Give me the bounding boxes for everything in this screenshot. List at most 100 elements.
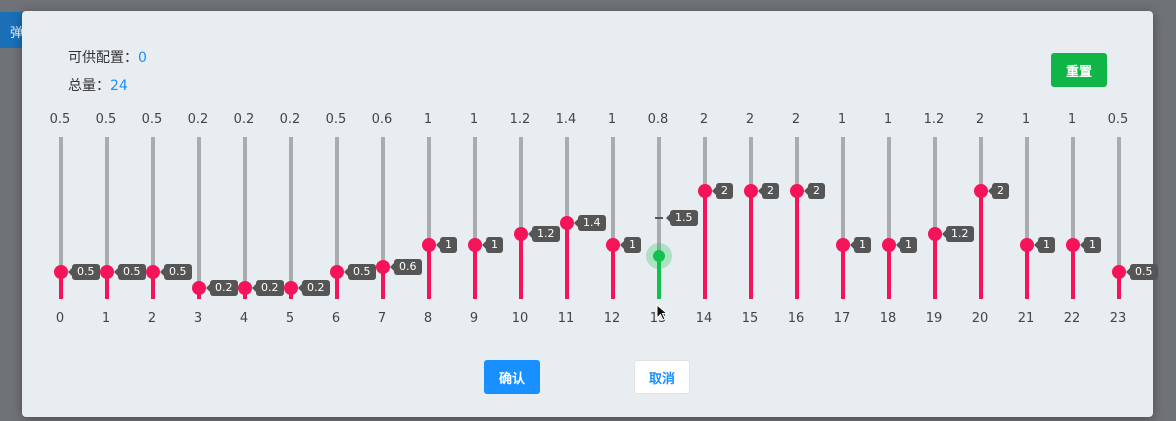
hour-slider-22[interactable]: 1 1 22 (1049, 11, 1101, 417)
slider-handle[interactable] (1020, 238, 1034, 252)
slider-rail[interactable] (1071, 137, 1075, 299)
slider-handle[interactable] (882, 238, 896, 252)
hour-slider-3[interactable]: 0.2 0.2 3 (175, 11, 238, 417)
hour-slider-8[interactable]: 1 1 8 (405, 11, 457, 417)
slider-handle[interactable] (146, 265, 160, 279)
total-value: 24 (110, 78, 128, 94)
slider-max-label: 1.2 (509, 112, 531, 127)
hour-slider-12[interactable]: 1 1 12 (589, 11, 641, 417)
slider-rail[interactable] (611, 137, 615, 299)
slider-max-label: 0.5 (95, 112, 117, 127)
slider-max-label: 2 (975, 112, 985, 127)
slider-handle[interactable] (790, 184, 804, 198)
hour-slider-7[interactable]: 0.6 0.6 7 (359, 11, 422, 417)
slider-rail[interactable] (151, 137, 155, 299)
slider-value-tooltip: 0.6 (390, 259, 422, 275)
slider-rail[interactable] (335, 137, 339, 299)
slider-handle[interactable] (653, 250, 665, 262)
slider-value-tooltip: 1 (850, 237, 871, 253)
hour-slider-17[interactable]: 1 1 17 (819, 11, 871, 417)
slider-handle[interactable] (330, 265, 344, 279)
slider-handle[interactable] (54, 265, 68, 279)
slider-handle[interactable] (192, 281, 206, 295)
slider-handle[interactable] (100, 265, 114, 279)
slider-max-label: 2 (791, 112, 801, 127)
hour-slider-23[interactable]: 0.5 0.5 23 (1095, 11, 1158, 417)
slider-handle[interactable] (744, 184, 758, 198)
hour-slider-0[interactable]: 0.5 0.5 0 (37, 11, 100, 417)
slider-handle[interactable] (376, 260, 390, 274)
slider-rail[interactable] (1025, 137, 1029, 299)
slider-handle[interactable] (974, 184, 988, 198)
slider-rail[interactable] (243, 137, 247, 299)
slider-handle[interactable] (698, 184, 712, 198)
hour-slider-14[interactable]: 2 2 14 (681, 11, 733, 417)
hour-slider-19[interactable]: 1.2 1.2 19 (911, 11, 974, 417)
hour-slider-21[interactable]: 1 1 21 (1003, 11, 1055, 417)
slider-track (1071, 245, 1075, 299)
hour-slider-16[interactable]: 2 2 16 (773, 11, 825, 417)
available-value: 0 (138, 50, 147, 66)
slider-value-tooltip: 1.2 (528, 226, 560, 242)
slider-handle[interactable] (468, 238, 482, 252)
slider-hour-label: 21 (1017, 311, 1035, 326)
hour-slider-6[interactable]: 0.5 0.5 6 (313, 11, 376, 417)
confirm-button[interactable]: 确认 (484, 360, 540, 394)
slider-rail[interactable] (841, 137, 845, 299)
slider-rail[interactable] (519, 137, 523, 299)
slider-rail[interactable] (197, 137, 201, 299)
hour-slider-4[interactable]: 0.2 0.2 4 (221, 11, 284, 417)
reset-button[interactable]: 重置 (1051, 53, 1107, 87)
slider-handle[interactable] (1066, 238, 1080, 252)
cancel-button[interactable]: 取消 (634, 360, 690, 394)
slider-max-label: 0.5 (49, 112, 71, 127)
slider-handle[interactable] (284, 281, 298, 295)
slider-handle[interactable] (514, 227, 528, 241)
slider-max-label: 1 (469, 112, 479, 127)
hour-slider-15[interactable]: 2 2 15 (727, 11, 779, 417)
total-info: 总量：24 (68, 75, 128, 95)
hour-slider-11[interactable]: 1.4 1.4 11 (543, 11, 606, 417)
slider-rail[interactable] (1117, 137, 1121, 299)
slider-rail[interactable] (887, 137, 891, 299)
hour-slider-10[interactable]: 1.2 1.2 10 (497, 11, 560, 417)
slider-hour-label: 23 (1109, 311, 1127, 326)
slider-handle[interactable] (606, 238, 620, 252)
slider-max-label: 1 (883, 112, 893, 127)
hour-slider-1[interactable]: 0.5 0.5 1 (83, 11, 146, 417)
slider-handle[interactable] (836, 238, 850, 252)
slider-value-tooltip: 1 (482, 237, 503, 253)
slider-value-tooltip: 1 (620, 237, 641, 253)
hour-slider-13[interactable]: 0.8 1.5 13 (635, 11, 698, 417)
slider-handle[interactable] (422, 238, 436, 252)
slider-rail[interactable] (105, 137, 109, 299)
slider-max-label: 0.5 (325, 112, 347, 127)
slider-track (59, 272, 63, 299)
hour-slider-18[interactable]: 1 1 18 (865, 11, 917, 417)
hour-slider-9[interactable]: 1 1 9 (451, 11, 503, 417)
hour-slider-5[interactable]: 0.2 0.2 5 (267, 11, 330, 417)
slider-rail[interactable] (427, 137, 431, 299)
hour-slider-2[interactable]: 0.5 0.5 2 (129, 11, 192, 417)
slider-handle[interactable] (1112, 265, 1126, 279)
slider-handle[interactable] (238, 281, 252, 295)
slider-hour-label: 3 (193, 311, 203, 326)
slider-rail[interactable] (933, 137, 937, 299)
slider-rail[interactable] (473, 137, 477, 299)
slider-value-tooltip: 1 (436, 237, 457, 253)
slider-track (933, 234, 937, 299)
slider-track (1025, 245, 1029, 299)
slider-rail[interactable] (381, 137, 385, 299)
slider-rail[interactable] (59, 137, 63, 299)
slider-rail[interactable] (289, 137, 293, 299)
slider-handle[interactable] (560, 216, 574, 230)
slider-value-tooltip: 0.2 (206, 280, 238, 296)
slider-max-label: 1 (837, 112, 847, 127)
slider-max-label: 1 (1067, 112, 1077, 127)
slider-max-label: 0.5 (141, 112, 163, 127)
slider-hour-label: 17 (833, 311, 851, 326)
slider-track (519, 234, 523, 299)
slider-handle[interactable] (928, 227, 942, 241)
hour-slider-20[interactable]: 2 2 20 (957, 11, 1009, 417)
slider-max-label: 0.8 (647, 112, 669, 127)
